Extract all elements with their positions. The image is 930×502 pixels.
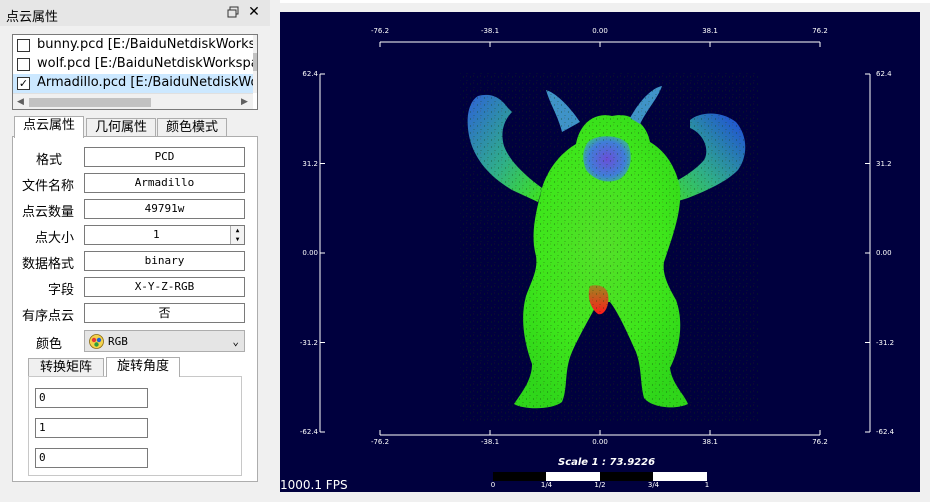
axis-ticks bbox=[320, 42, 870, 435]
tab-geometry[interactable]: 几何属性 bbox=[86, 118, 156, 138]
panel-titlebar: 点云属性 ✕ bbox=[0, 0, 270, 26]
y-tick-label-right: 0.00 bbox=[876, 249, 892, 257]
rotation-x-input[interactable]: 0 bbox=[35, 388, 148, 408]
scroll-right-icon[interactable]: ▶ bbox=[241, 97, 248, 107]
format-field[interactable]: PCD bbox=[84, 147, 245, 167]
file-name: wolf.pcd [E:/BaiduNetdiskWorkspa bbox=[37, 56, 258, 71]
color-select[interactable]: RGB ⌄ bbox=[84, 330, 245, 352]
x-tick-label-bottom: -38.1 bbox=[480, 438, 500, 446]
float-icon[interactable] bbox=[226, 5, 240, 19]
scale-tick-label: 0 bbox=[490, 481, 496, 489]
point-cloud-viewport[interactable]: Scale 1 : 73.9226 1000.1 FPS -76.2 -76.2 -… bbox=[280, 12, 920, 492]
scale-tick-label: 1/4 bbox=[540, 481, 553, 489]
spin-up-icon[interactable]: ▲ bbox=[231, 226, 244, 235]
y-tick-label-left: 31.2 bbox=[302, 159, 318, 168]
file-checkbox-armadillo[interactable]: ✓ bbox=[17, 77, 30, 90]
top-border bbox=[280, 0, 930, 3]
file-name: Armadillo.pcd [E:/BaiduNetdiskWo bbox=[37, 75, 258, 90]
ordered-field[interactable]: 否 bbox=[84, 303, 245, 323]
x-tick-label-top: 0.00 bbox=[592, 27, 608, 35]
tab-rotation-angle[interactable]: 旋转角度 bbox=[106, 357, 180, 377]
palette-icon bbox=[89, 334, 104, 349]
tab-color-mode[interactable]: 颜色模式 bbox=[157, 118, 227, 138]
filename-field[interactable]: Armadillo bbox=[84, 173, 245, 193]
scale-tick-label: 1 bbox=[704, 481, 710, 489]
format-label: 格式 bbox=[35, 153, 62, 168]
fields-label: 字段 bbox=[47, 283, 74, 298]
count-field[interactable]: 49791w bbox=[84, 199, 245, 219]
point-size-spinbox[interactable]: 1 ▲ ▼ bbox=[84, 225, 245, 245]
scroll-thumb[interactable] bbox=[29, 98, 151, 107]
properties-panel: 点云属性 ✕ bunny.pcd [E:/BaiduNetdiskWorksp … bbox=[0, 0, 270, 502]
x-tick-label-top: 76.2 bbox=[812, 27, 828, 35]
armadillo-model bbox=[460, 72, 760, 422]
y-tick-label-left: -31.2 bbox=[299, 338, 318, 347]
color-select-value: RGB bbox=[108, 335, 128, 348]
y-tick-label-left: -62.4 bbox=[299, 428, 318, 436]
y-tick-label-right: -62.4 bbox=[876, 428, 895, 436]
file-checkbox-bunny[interactable] bbox=[17, 39, 30, 52]
y-tick-label-right: -31.2 bbox=[876, 338, 895, 347]
rotation-z-input[interactable]: 0 bbox=[35, 448, 148, 468]
tab-transform-matrix[interactable]: 转换矩阵 bbox=[28, 358, 104, 377]
data-format-field[interactable]: binary bbox=[84, 251, 245, 271]
file-item-bunny[interactable]: bunny.pcd [E:/BaiduNetdiskWorksp bbox=[13, 36, 257, 55]
x-tick-label-bottom: -76.2 bbox=[370, 438, 390, 446]
filename-label: 文件名称 bbox=[21, 179, 74, 194]
vertical-scrollbar[interactable] bbox=[253, 35, 257, 93]
file-name: bunny.pcd [E:/BaiduNetdiskWorksp bbox=[37, 37, 258, 52]
x-tick-label-bottom: 0.00 bbox=[592, 438, 608, 446]
horizontal-scrollbar[interactable]: ◀ ▶ bbox=[13, 93, 253, 109]
close-icon[interactable]: ✕ bbox=[248, 4, 260, 20]
y-tick-label-left: 62.4 bbox=[302, 70, 318, 78]
file-item-wolf[interactable]: wolf.pcd [E:/BaiduNetdiskWorkspa bbox=[13, 55, 257, 74]
file-checkbox-wolf[interactable] bbox=[17, 58, 30, 71]
ordered-label: 有序点云 bbox=[21, 309, 74, 324]
color-label: 颜色 bbox=[35, 337, 62, 352]
spin-down-icon[interactable]: ▼ bbox=[231, 235, 244, 244]
data-format-label: 数据格式 bbox=[21, 257, 74, 272]
x-tick-label-top: 38.1 bbox=[702, 27, 718, 35]
panel-title: 点云属性 bbox=[6, 10, 59, 25]
x-tick-label-top: -76.2 bbox=[370, 27, 390, 35]
rotation-y-input[interactable]: 1 bbox=[35, 418, 148, 438]
y-tick-label-left: 0.00 bbox=[302, 249, 318, 257]
point-size-value: 1 bbox=[153, 228, 160, 241]
point-size-label: 点大小 bbox=[34, 231, 74, 246]
chevron-down-icon[interactable]: ⌄ bbox=[232, 335, 239, 348]
y-tick-label-right: 62.4 bbox=[876, 70, 892, 78]
tab-point-properties[interactable]: 点云属性 bbox=[14, 116, 84, 138]
scale-tick-label: 3/4 bbox=[647, 481, 660, 489]
scale-tick-label: 1/2 bbox=[594, 481, 606, 489]
x-tick-label-top: -38.1 bbox=[480, 27, 500, 35]
y-tick-label-right: 31.2 bbox=[876, 159, 892, 168]
file-list[interactable]: bunny.pcd [E:/BaiduNetdiskWorksp wolf.pc… bbox=[12, 34, 258, 110]
fps-counter: 1000.1 FPS bbox=[280, 478, 348, 492]
fields-field[interactable]: X-Y-Z-RGB bbox=[84, 277, 245, 297]
count-label: 点云数量 bbox=[21, 205, 74, 220]
file-item-armadillo[interactable]: ✓ Armadillo.pcd [E:/BaiduNetdiskWo bbox=[13, 74, 257, 93]
scroll-left-icon[interactable]: ◀ bbox=[17, 97, 24, 107]
scale-label: Scale 1 : 73.9226 bbox=[558, 457, 656, 468]
x-tick-label-bottom: 76.2 bbox=[812, 438, 828, 446]
scroll-thumb[interactable] bbox=[253, 53, 257, 71]
x-tick-label-bottom: 38.1 bbox=[702, 438, 718, 446]
spin-buttons[interactable]: ▲ ▼ bbox=[230, 226, 244, 244]
scale-bar bbox=[493, 472, 707, 481]
viewport-canvas bbox=[319, 41, 871, 481]
